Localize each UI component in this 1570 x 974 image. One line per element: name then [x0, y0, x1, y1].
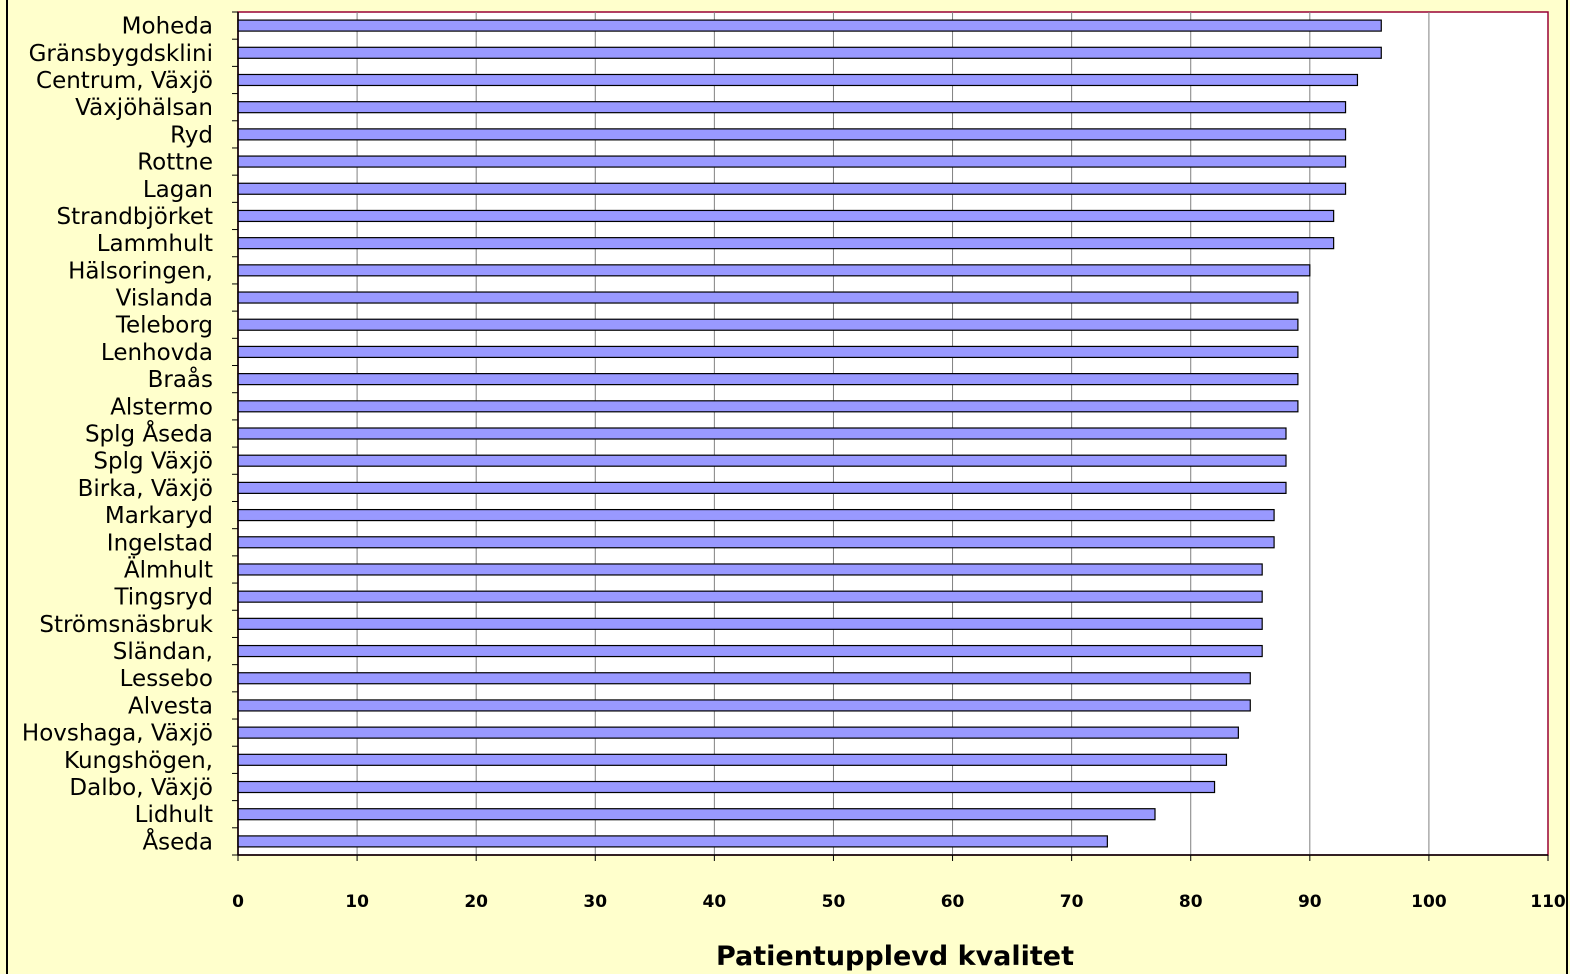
- bar: [237, 182, 1347, 195]
- bar: [237, 209, 1335, 223]
- category-label: Gränsbygdsklini: [29, 41, 213, 67]
- bar: [237, 345, 1299, 359]
- category-label: Moheda: [122, 14, 213, 40]
- bar: [237, 563, 1263, 576]
- x-tick-label: 50: [822, 892, 846, 912]
- category-label: Kungshögen,: [64, 748, 213, 774]
- x-tick-label: 20: [464, 892, 488, 912]
- category-label: Hälsoringen,: [68, 258, 213, 284]
- bar: [237, 672, 1251, 685]
- bar: [237, 237, 1335, 250]
- category-label: Tingsryd: [113, 585, 213, 611]
- bar: [237, 373, 1299, 386]
- category-label: Alvesta: [128, 693, 213, 719]
- x-axis-title: Patientupplevd kvalitet: [716, 941, 1074, 972]
- category-label: Markaryd: [105, 503, 213, 529]
- bar: [237, 617, 1263, 630]
- x-tick-label: 10: [345, 892, 369, 912]
- x-tick-label: 90: [1298, 892, 1322, 912]
- category-label: Sländan,: [113, 639, 213, 665]
- bar: [237, 808, 1156, 821]
- bar: [237, 508, 1275, 522]
- category-label: Åseda: [142, 827, 213, 855]
- bar: [237, 454, 1287, 467]
- category-label: Birka, Växjö: [78, 476, 213, 502]
- bar: [237, 699, 1251, 712]
- category-label: Växjöhälsan: [75, 95, 213, 121]
- category-label: Ingelstad: [107, 530, 213, 556]
- bar: [237, 155, 1347, 168]
- category-label: Rottne: [137, 150, 213, 176]
- category-label: Strömsnäsbruk: [39, 612, 213, 638]
- category-label: Lammhult: [97, 231, 213, 257]
- bar: [237, 427, 1287, 440]
- category-label: Hovshaga, Växjö: [22, 721, 213, 747]
- x-tick-label: 60: [941, 892, 965, 912]
- chart-frame: [6, 0, 1568, 974]
- bar: [237, 318, 1299, 331]
- category-label: Splg Åseda: [85, 420, 213, 448]
- bar: [237, 753, 1228, 766]
- x-tick-label: 0: [232, 892, 244, 912]
- bars: [237, 19, 1382, 848]
- bar: [237, 536, 1275, 549]
- x-tick-label: 110: [1530, 892, 1566, 912]
- bar: [237, 291, 1299, 304]
- x-tick-label: 40: [703, 892, 727, 912]
- bar: [237, 264, 1311, 277]
- x-tick-label: 100: [1411, 892, 1447, 912]
- bar: [237, 780, 1216, 794]
- category-label: Vislanda: [116, 286, 213, 312]
- bar: [237, 835, 1108, 848]
- x-tick-label: 30: [583, 892, 607, 912]
- bar: [237, 726, 1239, 739]
- bar: [237, 128, 1347, 141]
- bar: [237, 400, 1299, 413]
- category-label: Ryd: [170, 122, 213, 148]
- bar: [237, 46, 1382, 59]
- bar: [237, 101, 1347, 114]
- bar: [237, 481, 1287, 494]
- bar: [237, 644, 1263, 658]
- category-label: Splg Växjö: [93, 449, 213, 475]
- bar: [237, 590, 1263, 603]
- category-label: Braås: [148, 365, 213, 393]
- category-label: Lagan: [143, 177, 213, 203]
- bar: [237, 19, 1382, 32]
- x-tick-labels: 0 10 20 30 40 50 60 70 80 90 100 110: [232, 892, 1566, 912]
- category-label: Alstermo: [110, 394, 213, 420]
- bar: [237, 73, 1359, 87]
- category-label: Centrum, Växjö: [36, 68, 213, 94]
- category-label: Teleborg: [115, 313, 213, 339]
- category-label: Älmhult: [124, 555, 213, 583]
- category-label: Dalbo, Växjö: [69, 775, 213, 801]
- x-tick-label: 70: [1060, 892, 1084, 912]
- category-label: Lessebo: [120, 666, 213, 692]
- category-label: Lidhult: [135, 802, 213, 828]
- x-tick-label: 80: [1179, 892, 1203, 912]
- category-label: Lenhovda: [101, 340, 213, 366]
- axes: [232, 11, 1549, 861]
- category-label: Strandbjörket: [56, 204, 213, 230]
